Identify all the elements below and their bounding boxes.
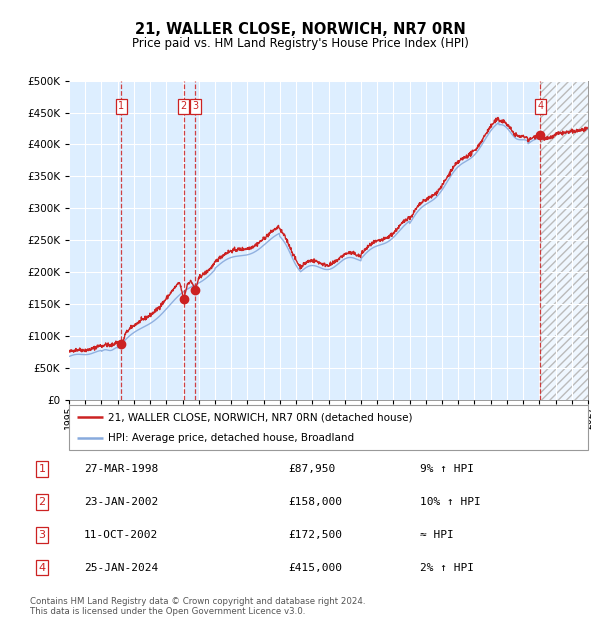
Text: 4: 4 (538, 101, 544, 111)
Text: 2% ↑ HPI: 2% ↑ HPI (420, 562, 474, 573)
Text: ≈ HPI: ≈ HPI (420, 529, 454, 540)
Text: 4: 4 (38, 562, 46, 573)
Text: 3: 3 (38, 529, 46, 540)
Bar (541, 81, 588, 400)
Text: 9% ↑ HPI: 9% ↑ HPI (420, 464, 474, 474)
Text: Price paid vs. HM Land Registry's House Price Index (HPI): Price paid vs. HM Land Registry's House … (131, 37, 469, 50)
FancyBboxPatch shape (69, 405, 588, 450)
Text: 21, WALLER CLOSE, NORWICH, NR7 0RN (detached house): 21, WALLER CLOSE, NORWICH, NR7 0RN (deta… (108, 412, 412, 422)
Text: £172,500: £172,500 (288, 529, 342, 540)
Text: 27-MAR-1998: 27-MAR-1998 (84, 464, 158, 474)
Text: 3: 3 (192, 101, 198, 111)
Text: HPI: Average price, detached house, Broadland: HPI: Average price, detached house, Broa… (108, 433, 354, 443)
Text: 1: 1 (118, 101, 124, 111)
Text: Contains HM Land Registry data © Crown copyright and database right 2024.
This d: Contains HM Land Registry data © Crown c… (30, 597, 365, 616)
Text: 11-OCT-2002: 11-OCT-2002 (84, 529, 158, 540)
Text: 23-JAN-2002: 23-JAN-2002 (84, 497, 158, 507)
Text: £415,000: £415,000 (288, 562, 342, 573)
Text: £158,000: £158,000 (288, 497, 342, 507)
Text: 2: 2 (181, 101, 187, 111)
Text: 25-JAN-2024: 25-JAN-2024 (84, 562, 158, 573)
Text: 10% ↑ HPI: 10% ↑ HPI (420, 497, 481, 507)
Text: 1: 1 (38, 464, 46, 474)
Text: £87,950: £87,950 (288, 464, 335, 474)
Bar (541, 81, 588, 400)
Text: 2: 2 (38, 497, 46, 507)
Text: 21, WALLER CLOSE, NORWICH, NR7 0RN: 21, WALLER CLOSE, NORWICH, NR7 0RN (134, 22, 466, 37)
